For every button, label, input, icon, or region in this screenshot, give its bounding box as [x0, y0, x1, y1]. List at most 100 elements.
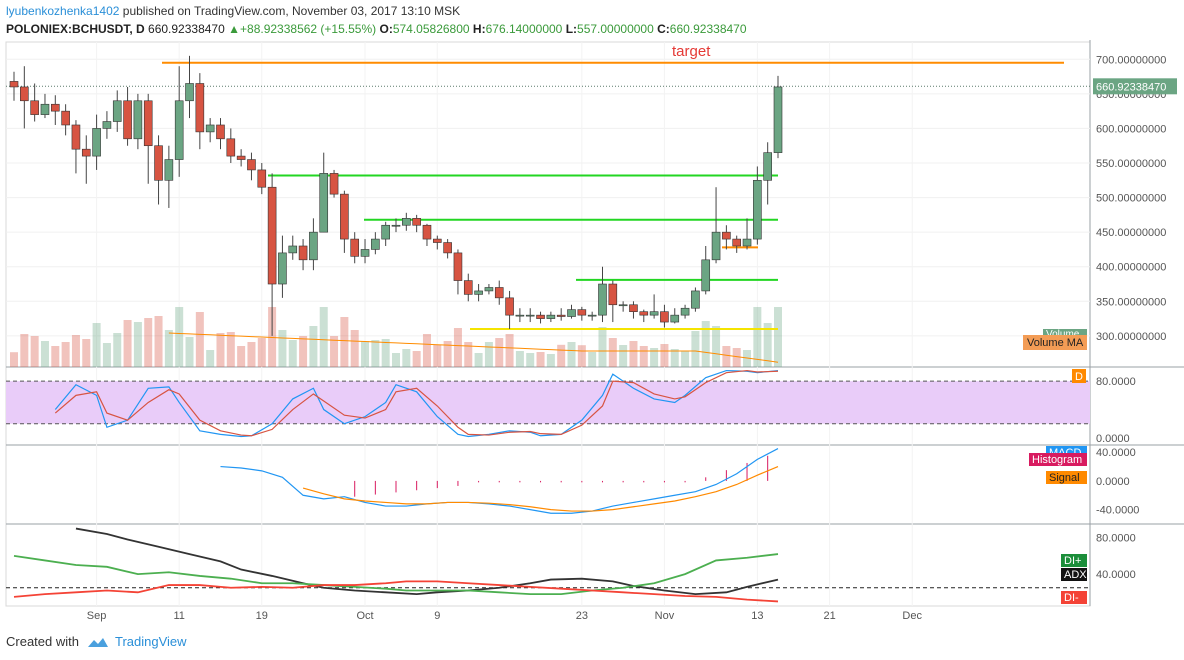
volume-bar	[288, 340, 297, 367]
candle-body	[567, 309, 576, 317]
dmi-legend-tag	[1061, 591, 1087, 604]
volume-bar	[216, 333, 225, 367]
candle-body	[463, 280, 473, 295]
candle-body	[92, 128, 101, 157]
stoch-tick-label: 80.0000	[1096, 376, 1136, 388]
volume-bar	[536, 352, 545, 367]
candle-body	[20, 86, 29, 102]
candle-body	[556, 314, 566, 317]
dmi-legend-label: ADX	[1064, 569, 1087, 581]
candle-body	[474, 290, 483, 295]
candle-body	[164, 159, 174, 181]
candle-body	[432, 238, 442, 243]
plot-frame	[5, 41, 1091, 607]
volume-bar	[206, 350, 215, 367]
volume-bar	[722, 346, 731, 367]
candle-body	[722, 231, 731, 240]
volume-bar	[164, 330, 173, 367]
volume-bar	[61, 342, 70, 367]
candle-body	[133, 100, 143, 140]
candle-body	[360, 249, 370, 257]
volume-bar	[40, 341, 49, 367]
candle-body	[350, 238, 360, 257]
histogram-bar	[436, 480, 438, 489]
candle-body	[309, 231, 318, 261]
volume-bar	[474, 353, 483, 367]
volume-bar	[588, 352, 597, 367]
volume-bar	[629, 341, 638, 367]
stoch-badge-label: D	[1075, 371, 1083, 383]
volume-bar	[712, 326, 721, 367]
candle-body	[515, 314, 525, 317]
candle-body	[453, 252, 463, 281]
low-value: 557.00000000	[577, 22, 654, 36]
macd-tick-label: -40.0000	[1096, 505, 1139, 517]
footer: Created with TradingView	[6, 634, 187, 649]
candle-body	[381, 224, 390, 240]
volume-bar	[350, 330, 359, 367]
candle-body	[701, 259, 711, 292]
candle-body	[422, 224, 432, 240]
candle-body	[61, 110, 70, 126]
volume-bar	[598, 327, 607, 367]
price-tick-label: 450.00000000	[1096, 227, 1166, 239]
dmi-legend-tag	[1061, 568, 1087, 581]
adx-line	[75, 527, 779, 596]
volume-bar	[20, 334, 29, 367]
date-tick-label: Dec	[902, 610, 922, 622]
price-tick-label: 700.00000000	[1096, 54, 1166, 66]
candle-body	[247, 159, 256, 171]
volume-bar	[71, 335, 80, 367]
candle-body	[40, 103, 50, 115]
candle-body	[216, 124, 225, 140]
chart-canvas[interactable]: 700.00000000650.00000000600.00000000550.…	[0, 40, 1184, 630]
candle-body	[102, 121, 112, 129]
histogram-bar	[746, 462, 748, 481]
tradingview-logo-icon	[87, 637, 108, 647]
volume-bar	[340, 317, 349, 367]
author-link[interactable]: lyubenkozhenka1402	[6, 4, 120, 18]
date-tick-label: 21	[823, 610, 835, 622]
candle-body	[660, 311, 669, 323]
candle-body	[226, 138, 236, 157]
price-tick-label: 550.00000000	[1096, 158, 1166, 170]
volume-bar	[691, 331, 700, 367]
candle-body	[81, 148, 91, 157]
volume-bar	[154, 316, 163, 367]
target-annotation: target	[672, 43, 711, 60]
volume-bar	[619, 345, 628, 367]
volume-bar	[464, 342, 473, 367]
volume-bar	[639, 346, 648, 367]
di-plus-line	[13, 553, 779, 596]
volume-bar	[92, 323, 101, 367]
histogram-bar	[540, 480, 542, 483]
volume-bar	[226, 332, 235, 367]
candle-body	[505, 297, 514, 316]
candle-body	[608, 283, 618, 306]
volume-bar	[113, 333, 122, 367]
volume-bar	[567, 342, 576, 367]
candle-body	[680, 307, 690, 316]
volume-bar	[175, 307, 184, 367]
candle-body	[525, 314, 535, 317]
histogram-bar	[622, 480, 624, 483]
volume-bar	[319, 307, 328, 367]
macd-legend-tag	[1029, 453, 1087, 466]
date-tick-label: 23	[576, 610, 588, 622]
macd-line	[220, 448, 779, 514]
low-label: L:	[565, 22, 578, 36]
price-tick-label: 600.00000000	[1096, 123, 1166, 135]
high-label: H:	[472, 22, 486, 36]
volume-ma-line	[168, 332, 779, 363]
candle-body	[112, 100, 122, 122]
volume-bar	[51, 346, 60, 367]
histogram-bar	[581, 480, 583, 483]
symbol-label: POLONIEX:BCHUSDT, D	[6, 22, 145, 36]
histogram-bar	[457, 480, 459, 486]
stoch-k-line	[54, 369, 779, 438]
tradingview-link[interactable]: TradingView	[114, 634, 187, 649]
candle-body	[618, 304, 628, 307]
close-value: 660.92338470	[669, 22, 747, 36]
candle-body	[546, 314, 556, 319]
volume-bar	[278, 330, 287, 367]
